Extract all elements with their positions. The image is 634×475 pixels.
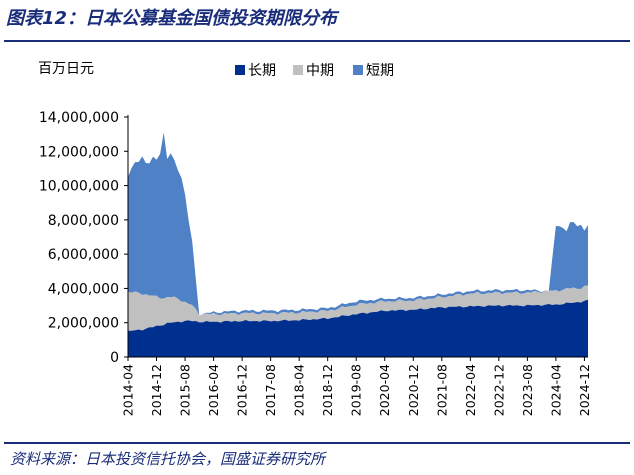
y-tick-label: 8,000,000 [48,213,119,229]
x-tick-label: 2017-08 [263,364,278,416]
x-tick-label: 2020-04 [377,364,392,416]
x-tick-label: 2015-08 [178,364,193,416]
series-area-short [128,132,588,316]
title-rule [4,40,630,42]
y-tick-label: 2,000,000 [48,316,119,332]
stacked-area-chart: 14,000,000 12,000,000 10,000,000 8,000,000 6… [38,61,592,416]
series-area-long [128,299,588,357]
x-tick-label: 2016-04 [206,364,221,416]
x-tick-label: 2021-08 [434,364,449,416]
y-tick-label: 12,000,000 [39,144,119,160]
y-unit-label: 百万日元 [38,61,94,77]
x-tick-label: 2022-12 [491,364,506,416]
x-tick-label: 2020-12 [406,364,421,416]
y-tick-label: 14,000,000 [39,110,119,126]
x-tick-label: 2014-04 [121,364,136,416]
legend-swatch-1 [235,65,245,75]
y-tick-label: 10,000,000 [39,179,119,195]
figure-title: 图表12：日本公募基金国债投资期限分布 [6,8,338,29]
x-tick-label: 2024-12 [577,364,592,416]
legend-swatch-2 [293,65,303,75]
x-tick-label: 2022-04 [463,364,478,416]
x-tick-label: 2016-12 [235,364,250,416]
x-tick-label: 2018-04 [292,364,307,416]
legend-label-2: 中期 [306,63,334,79]
x-tick-label: 2024-04 [548,364,563,416]
legend-label-3: 短期 [366,63,394,79]
series-area-mid [128,285,588,331]
x-tick-label: 2014-12 [149,364,164,416]
x-tick-label: 2023-08 [520,364,535,416]
y-tick-label: 6,000,000 [48,247,119,263]
source-note: 资料来源：日本投资信托协会，国盛证券研究所 [10,450,326,468]
y-tick-label: 0 [110,350,119,366]
legend-swatch-3 [353,65,363,75]
legend-label-1: 长期 [248,63,276,79]
source-rule [4,442,630,444]
x-tick-label: 2019-08 [349,364,364,416]
x-tick-label: 2018-12 [320,364,335,416]
y-tick-label: 4,000,000 [48,281,119,297]
